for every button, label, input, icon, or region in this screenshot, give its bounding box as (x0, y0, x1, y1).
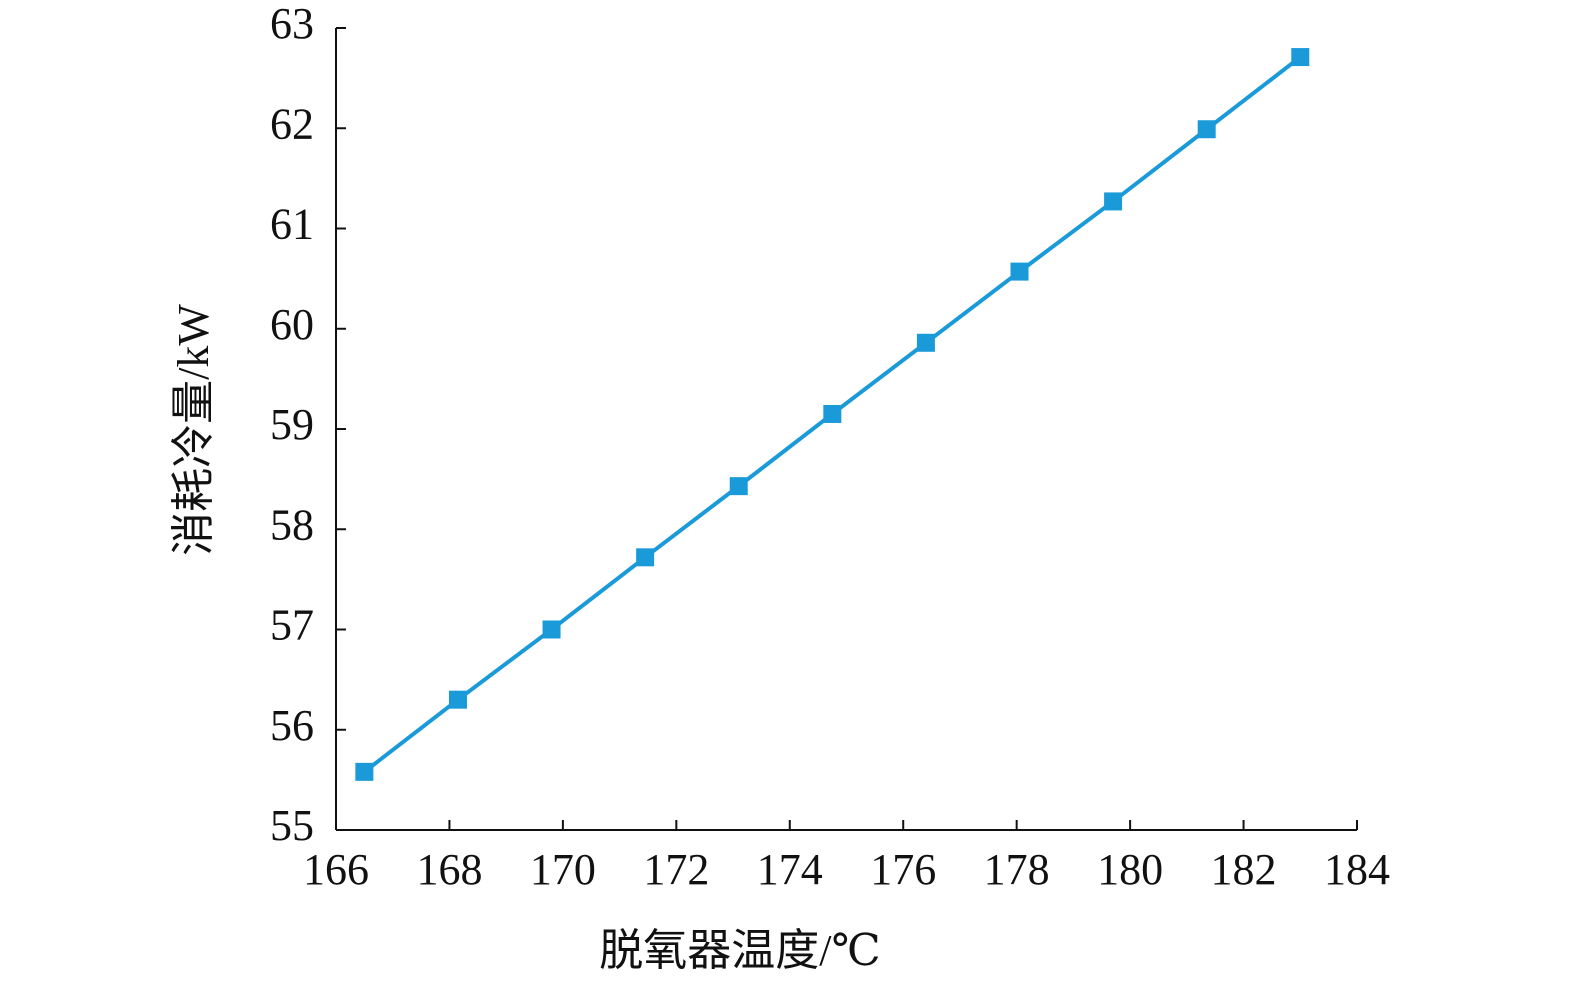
y-tick-label: 57 (270, 601, 314, 650)
x-tick-label: 168 (416, 845, 482, 894)
x-tick-label: 172 (643, 845, 709, 894)
marker (729, 477, 748, 496)
marker (823, 404, 842, 423)
y-tick-label: 61 (270, 200, 314, 249)
y-tick-label: 62 (270, 99, 314, 148)
x-axis-title: 脱氧器温度/℃ (599, 926, 880, 975)
marker (1010, 262, 1029, 281)
marker (1197, 120, 1216, 139)
marker (542, 620, 561, 639)
y-tick-label: 63 (270, 0, 314, 48)
x-tick-label: 180 (1097, 845, 1163, 894)
x-tick-label: 184 (1324, 845, 1390, 894)
y-tick-label: 58 (270, 500, 314, 549)
x-tick-label: 182 (1211, 845, 1277, 894)
marker (636, 548, 655, 567)
marker (355, 762, 374, 781)
y-tick-label: 56 (270, 701, 314, 750)
y-tick-label: 59 (270, 400, 314, 449)
y-axis-title: 消耗冷量/kW (169, 304, 218, 556)
marker (916, 333, 935, 352)
y-tick-label: 60 (270, 300, 314, 349)
marker (1104, 192, 1123, 211)
x-tick-label: 174 (757, 845, 823, 894)
y-tick-label: 55 (270, 801, 314, 850)
marker (1291, 48, 1310, 67)
x-tick-label: 166 (303, 845, 369, 894)
x-tick-label: 170 (530, 845, 596, 894)
marker (448, 690, 467, 709)
x-tick-label: 178 (984, 845, 1050, 894)
x-tick-label: 176 (870, 845, 936, 894)
